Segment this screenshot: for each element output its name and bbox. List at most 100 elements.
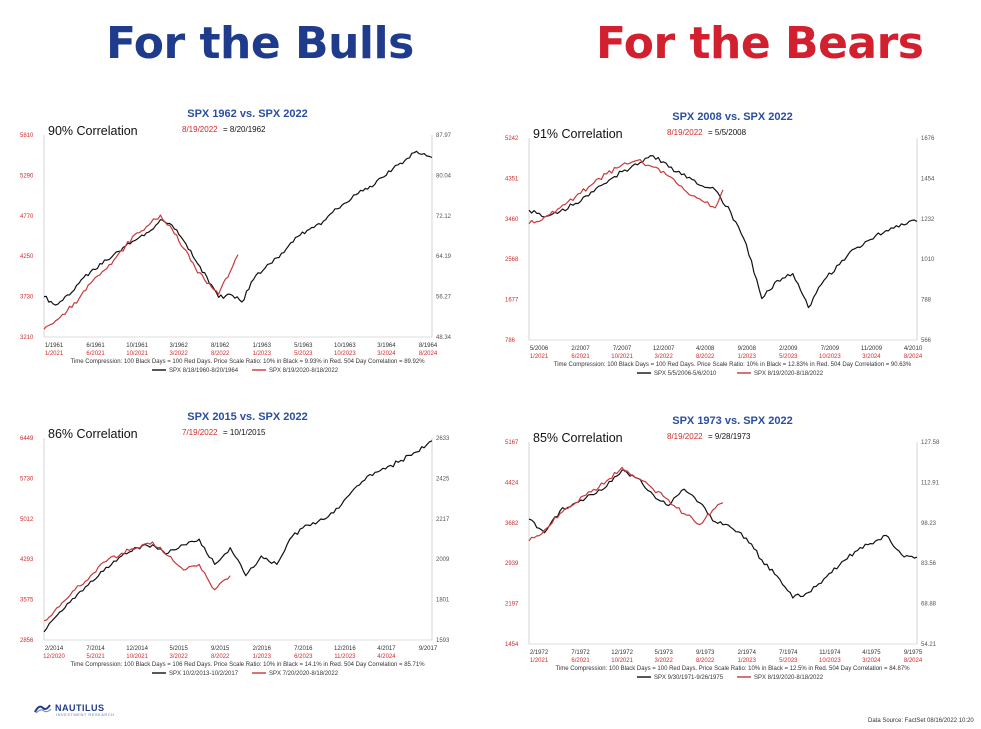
y-tick-left: 4424 (505, 480, 519, 486)
x-tick-2022: 8/2022 (696, 658, 715, 664)
x-tick-2022: 8/2024 (419, 351, 438, 357)
y-tick-right: 64.19 (436, 254, 452, 260)
date-historical-label: = 5/5/2008 (708, 128, 747, 137)
date-2022-label: 8/19/2022 (667, 128, 703, 137)
scaling-note: Time Compression: 100 Black Days = 100 R… (70, 359, 425, 365)
y-tick-left: 4770 (20, 214, 34, 220)
x-tick-2022: 5/2021 (86, 654, 105, 660)
y-tick-right: 566 (921, 338, 932, 344)
x-tick-2022: 1/2021 (45, 351, 64, 357)
x-tick-2022: 8/2024 (904, 658, 923, 664)
y-tick-right: 72.12 (436, 214, 452, 220)
x-tick: 2/2016 (253, 646, 272, 652)
x-tick: 7/2014 (86, 646, 105, 652)
x-tick-2022: 4/2024 (377, 654, 396, 660)
chart-panel-spx-2008: SPX 2008 vs. SPX 2022 91% Correlation 8/19… (505, 108, 960, 393)
y-tick-left: 5012 (20, 517, 34, 523)
x-tick: 10/1961 (126, 343, 148, 349)
correlation-label: 90% Correlation (48, 124, 138, 138)
legend-label-2022: SPX 8/19/2020-8/18/2022 (754, 675, 824, 681)
y-tick-left: 3210 (20, 335, 34, 341)
y-tick-left: 3682 (505, 521, 519, 527)
x-tick: 5/1973 (654, 650, 673, 656)
x-tick-2022: 10/2023 (819, 354, 841, 360)
y-tick-left: 1677 (505, 298, 519, 304)
y-tick-right: 98.23 (921, 521, 937, 527)
bulls-heading: For the Bulls (106, 18, 414, 69)
y-tick-left: 4351 (505, 176, 519, 182)
x-tick-2022: 8/2022 (211, 654, 230, 660)
x-tick: 3/1962 (169, 343, 188, 349)
y-tick-right: 788 (921, 298, 932, 304)
series-line-2022 (43, 214, 239, 330)
correlation-label: 85% Correlation (533, 431, 623, 445)
x-tick-2022: 8/2022 (211, 351, 230, 357)
x-tick: 10/1963 (334, 343, 356, 349)
y-tick-right: 1801 (436, 598, 450, 604)
legend-label-2022: SPX 8/19/2020-8/18/2022 (754, 371, 824, 377)
y-tick-left: 3730 (20, 295, 34, 301)
x-tick: 12/2007 (653, 346, 675, 352)
x-tick-2022: 10/2021 (611, 354, 633, 360)
x-tick-2022: 10/2021 (126, 351, 148, 357)
chart-spx-1962: SPX 1962 vs. SPX 2022 90% Correlation 8/19… (20, 108, 452, 374)
y-tick-left: 5242 (505, 136, 519, 142)
chart-spx-2008: SPX 2008 vs. SPX 2022 91% Correlation 8/19… (505, 111, 935, 377)
chart-title: SPX 2008 vs. SPX 2022 (672, 111, 792, 123)
y-tick-left: 5730 (20, 476, 34, 482)
x-tick: 5/2015 (169, 646, 188, 652)
x-tick-2022: 1/2023 (738, 354, 757, 360)
x-tick: 9/1973 (696, 650, 715, 656)
x-tick-2022: 3/2022 (654, 658, 673, 664)
y-tick-right: 54.21 (921, 642, 937, 648)
legend-label-historical: SPX 10/2/2013-10/2/2017 (169, 671, 239, 677)
chart-spx-1973: SPX 1973 vs. SPX 2022 85% Correlation 8/19… (505, 415, 940, 681)
chart-title: SPX 1962 vs. SPX 2022 (187, 108, 307, 120)
x-tick-2022: 3/2024 (862, 354, 881, 360)
x-tick-2022: 1/2021 (530, 354, 549, 360)
x-tick-2022: 6/2021 (571, 354, 590, 360)
x-tick: 2/1974 (738, 650, 757, 656)
data-source: Data Source: FactSet 08/16/2022 10:20 (868, 718, 974, 724)
series-line-2022 (528, 158, 724, 225)
x-tick-2022: 10/2023 (334, 351, 356, 357)
y-tick-left: 2568 (505, 257, 519, 263)
x-tick-2022: 3/2022 (169, 351, 188, 357)
x-tick: 1/1961 (45, 343, 64, 349)
date-2022-label: 7/19/2022 (182, 428, 218, 437)
x-tick: 2/1972 (530, 650, 549, 656)
x-tick-2022: 6/2021 (571, 658, 590, 664)
series-line-historical (528, 469, 918, 599)
x-tick: 2/2009 (779, 346, 798, 352)
y-tick-left: 3460 (505, 217, 519, 223)
y-tick-right: 2009 (436, 557, 450, 563)
x-tick-2022: 11/2023 (334, 654, 356, 660)
x-tick-2022: 12/2020 (43, 654, 65, 660)
correlation-label: 91% Correlation (533, 127, 623, 141)
legend-label-historical: SPX 9/30/1971-9/26/1975 (654, 675, 724, 681)
x-tick: 12/2014 (126, 646, 148, 652)
x-tick: 5/1963 (294, 343, 313, 349)
x-tick-2022: 1/2021 (530, 658, 549, 664)
x-tick: 9/1975 (904, 650, 923, 656)
y-tick-left: 2939 (505, 561, 519, 567)
x-tick: 7/2009 (821, 346, 840, 352)
x-tick: 8/1962 (211, 343, 230, 349)
chart-panel-spx-2015: SPX 2015 vs. SPX 2022 86% Correlation 7/19… (20, 408, 475, 693)
x-tick: 9/2015 (211, 646, 230, 652)
y-tick-right: 1010 (921, 257, 935, 263)
x-tick: 2/2014 (45, 646, 64, 652)
y-tick-left: 4250 (20, 254, 34, 260)
y-tick-left: 2856 (20, 638, 34, 644)
bears-heading: For the Bears (596, 18, 924, 69)
chart-spx-2015: SPX 2015 vs. SPX 2022 86% Correlation 7/19… (20, 411, 450, 677)
scaling-note: Time Compression: 100 Black Days = 100 R… (555, 666, 910, 672)
y-tick-right: 1593 (436, 638, 450, 644)
x-tick-2022: 1/2023 (738, 658, 757, 664)
y-tick-left: 3575 (20, 598, 34, 604)
y-tick-left: 2197 (505, 602, 519, 608)
series-line-2022 (43, 541, 231, 622)
y-tick-right: 2217 (436, 517, 450, 523)
y-tick-right: 112.91 (921, 480, 940, 486)
y-tick-right: 48.34 (436, 335, 452, 341)
